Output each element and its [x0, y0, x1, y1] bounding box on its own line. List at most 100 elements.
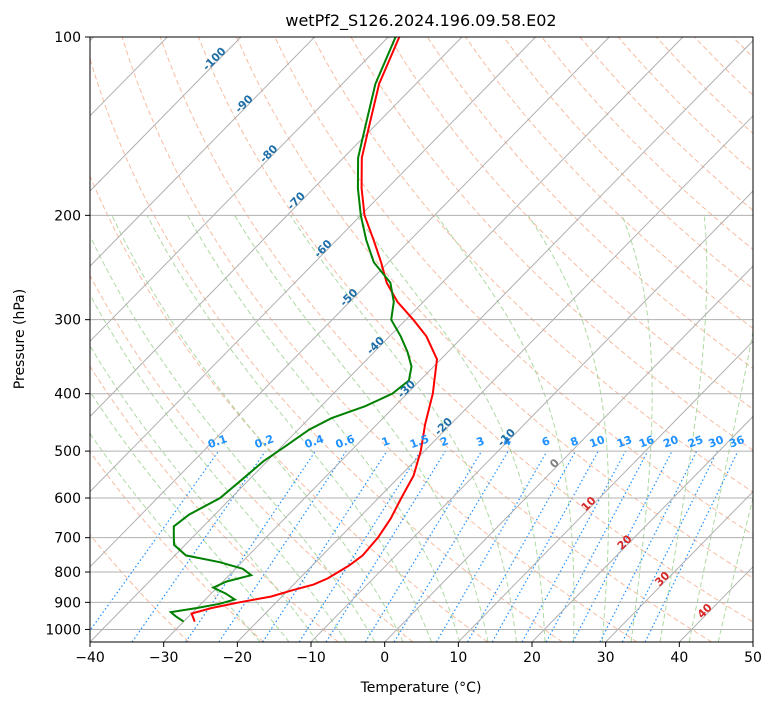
- isotherm-label: -30: [395, 377, 418, 400]
- isotherm-label: -100: [200, 44, 229, 73]
- x-axis-ticks: −40 −30 −20 −10 0 10 20 30 40 50: [75, 642, 762, 666]
- plot-area: 0.1 0.2 0.4 0.6 1 1.5 2 3 4 6 8 10 13 16 20 25 30 36-100-…: [90, 37, 775, 642]
- mixing-ratio-label: 1.5: [408, 432, 431, 451]
- mixing-ratio-line: [185, 450, 316, 642]
- mixing-ratio-line: [491, 450, 599, 642]
- isotherm-label: -40: [364, 334, 387, 357]
- mixing-ratio-label: 4: [501, 434, 513, 449]
- dry-adiabat: [312, 37, 753, 493]
- positive-isotherm-label: 10: [579, 494, 599, 514]
- mixing-ratio-line: [131, 450, 266, 642]
- moist-adiabat: [90, 234, 376, 642]
- mixing-ratio-label: 0.4: [303, 432, 326, 451]
- isotherm-line: [90, 37, 463, 418]
- x-tick-label: −20: [223, 650, 253, 666]
- moist-adiabat: [187, 215, 461, 642]
- moist-adiabat: [621, 215, 653, 642]
- profile-line: [190, 37, 439, 622]
- dry-adiabat: [350, 37, 753, 451]
- moist-adiabat: [717, 496, 753, 642]
- isotherm-line: [236, 115, 753, 642]
- mixing-ratio-line: [521, 450, 627, 642]
- mixing-ratio-line: [393, 450, 509, 642]
- dry-adiabat: [121, 37, 638, 642]
- mixing-ratio-label: 16: [637, 433, 656, 451]
- mixing-ratio-label: 1: [380, 434, 392, 449]
- y-tick-label: 900: [54, 595, 81, 611]
- isotherm-label: -80: [257, 142, 280, 165]
- plot-frame: [89, 36, 754, 643]
- profile-line: [168, 37, 413, 623]
- x-tick-label: −40: [75, 650, 105, 666]
- y-tick-label: 600: [54, 491, 81, 507]
- isotherm-label: -20: [432, 415, 455, 438]
- mixing-ratio-line: [435, 450, 548, 642]
- moist-adiabat: [90, 432, 261, 642]
- isotherm-line: [310, 190, 753, 642]
- x-tick-label: 10: [449, 650, 467, 666]
- moist-adiabat: [90, 344, 319, 642]
- moist-adiabat: [289, 215, 517, 642]
- y-axis-label: Pressure (hPa): [12, 289, 28, 389]
- dry-adiabat: [274, 37, 753, 536]
- moist-adiabat: [90, 390, 290, 642]
- chart-title: wetPf2_S126.2024.196.09.58.E02: [285, 11, 556, 31]
- dry-adiabat: [90, 175, 488, 642]
- moist-adiabat: [527, 215, 610, 642]
- mixing-ratio-label: 13: [615, 433, 634, 450]
- y-tick-label: 400: [54, 387, 81, 403]
- y-tick-label: 1000: [45, 622, 81, 638]
- moist-adiabat: [659, 215, 708, 642]
- mixing-ratio-label: 2: [438, 434, 450, 449]
- mixing-ratio-line: [466, 450, 577, 642]
- isotherm-line: [90, 37, 536, 493]
- mixing-ratio-line: [545, 450, 649, 642]
- moist-adiabat: [146, 215, 432, 642]
- isotherm-line: [90, 37, 315, 267]
- moist-adiabat: [234, 215, 489, 642]
- isotherm-line: [90, 37, 242, 192]
- x-tick-label: 40: [670, 650, 688, 666]
- mixing-ratio-label: 0.2: [253, 432, 276, 451]
- moist-adiabat: [688, 329, 753, 642]
- mixing-ratio-label: 25: [686, 433, 705, 450]
- dry-adiabat: [694, 37, 753, 96]
- y-tick-label: 200: [54, 208, 81, 224]
- dry-adiabat: [426, 37, 753, 370]
- isotherm-label: -10: [495, 426, 518, 449]
- x-tick-label: 30: [597, 650, 615, 666]
- dry-adiabats: [90, 37, 775, 642]
- dry-adiabat: [388, 37, 753, 410]
- mixing-ratio-line: [644, 450, 739, 642]
- dry-adiabat: [90, 365, 339, 642]
- isotherm-label: -90: [232, 92, 255, 115]
- mixing-ratio-label: 3: [475, 434, 487, 449]
- dry-adiabat: [465, 37, 753, 329]
- y-tick-label: 700: [54, 531, 81, 547]
- mixing-ratio-line: [325, 450, 446, 642]
- mixing-ratio-lines: [90, 450, 739, 642]
- isotherm-line: [605, 490, 753, 642]
- y-tick-label: 500: [54, 444, 81, 460]
- dry-adiabat: [90, 533, 190, 642]
- dry-adiabat: [236, 37, 753, 579]
- isotherm-label: -70: [285, 189, 308, 212]
- dry-adiabat: [771, 37, 775, 642]
- x-tick-label: 50: [744, 650, 762, 666]
- isotherm-line: [90, 37, 610, 568]
- dry-adiabat: [655, 37, 753, 135]
- dry-adiabat: [503, 37, 753, 290]
- mixing-ratio-line: [90, 450, 220, 632]
- mixing-ratio-label: 8: [569, 434, 581, 449]
- isotherm-line: [384, 265, 753, 642]
- dry-adiabat: [197, 37, 753, 623]
- dry-adiabat: [90, 274, 414, 642]
- mixing-ratio-line: [364, 450, 483, 642]
- isotherm-line: [531, 415, 753, 642]
- isotherm-line: [90, 37, 389, 343]
- x-axis-label: Temperature (°C): [360, 680, 482, 696]
- isotherm-line: [163, 39, 753, 642]
- isotherm-label: -60: [311, 237, 334, 260]
- x-tick-label: −10: [296, 650, 326, 666]
- dry-adiabat: [732, 37, 753, 58]
